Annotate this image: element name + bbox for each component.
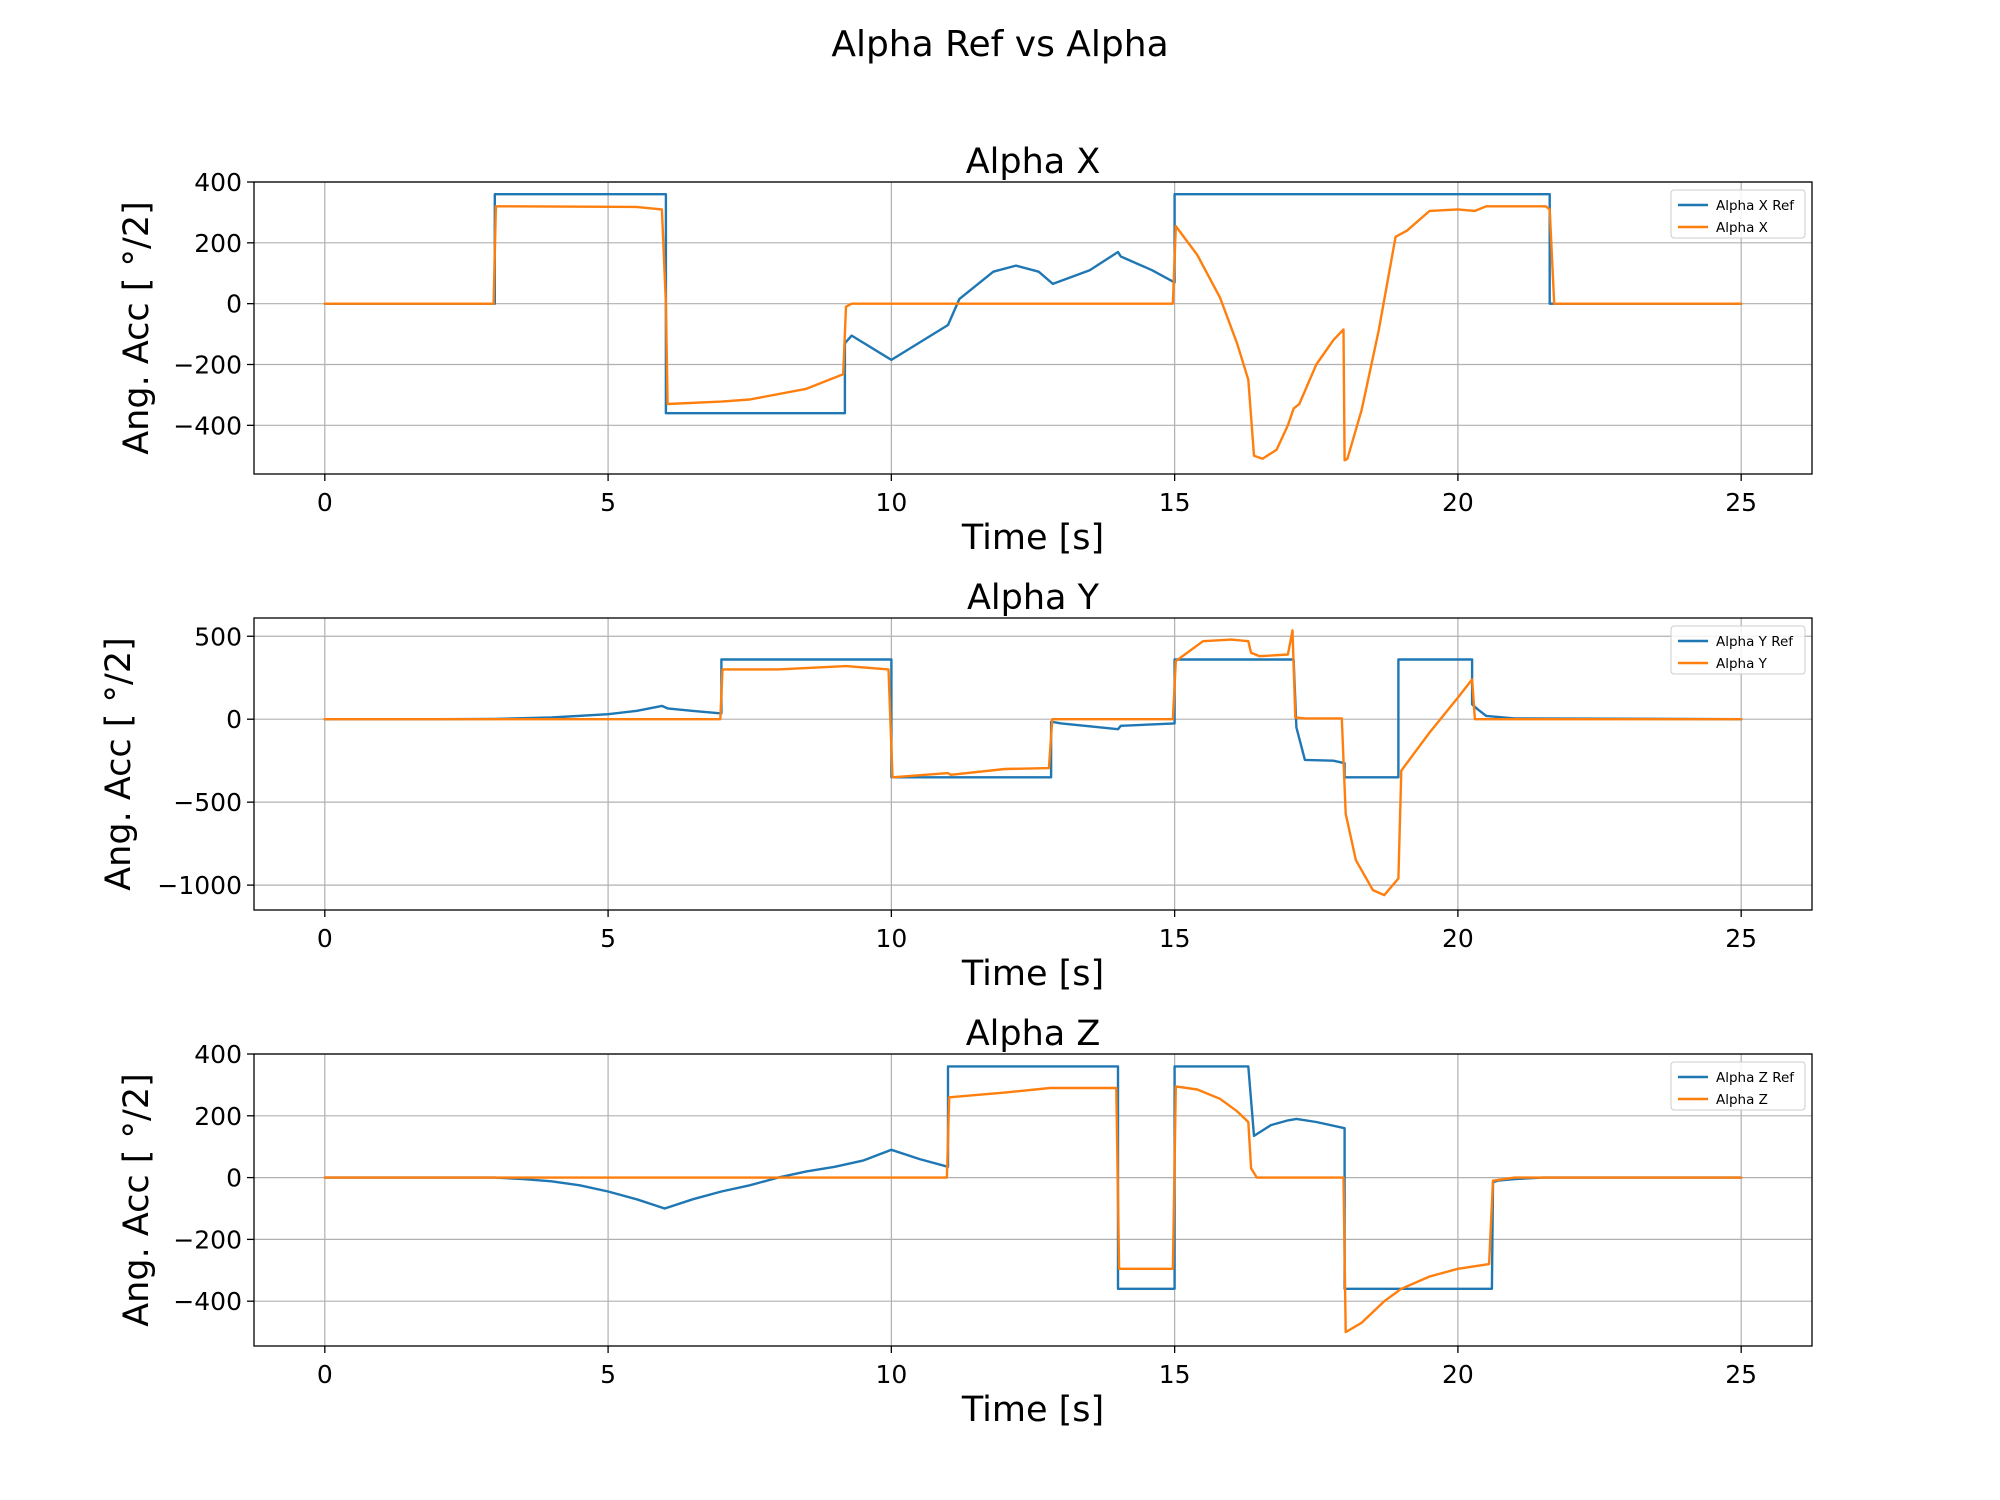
- legend-label: Alpha Y Ref: [1716, 634, 1794, 650]
- y-tick-label: −1000: [157, 871, 242, 900]
- legend-label: Alpha Z Ref: [1716, 1070, 1795, 1086]
- subplot-title: Alpha Z: [966, 1014, 1101, 1054]
- y-tick-label: −200: [173, 351, 242, 380]
- x-tick-label: 10: [875, 488, 907, 517]
- y-tick-label: 400: [194, 168, 242, 197]
- subplot-3: 0 5 10 15 20 25 −400 −200 0 200 400 Alpha Z Time [s]…: [117, 1014, 1813, 1430]
- subplot-2: 0 5 10 15 20 25 −1000 −500 0 500 Alpha Y Time [s] An…: [99, 578, 1813, 994]
- x-tick-label: 20: [1442, 924, 1474, 953]
- legend: Alpha Z Ref Alpha Z: [1670, 1061, 1806, 1111]
- x-tick-label: 5: [600, 1360, 616, 1389]
- series-group: [323, 629, 1743, 897]
- x-tick-label: 5: [600, 488, 616, 517]
- figure-title: Alpha Ref vs Alpha: [831, 24, 1168, 65]
- series-line-alpha-y: [323, 629, 1743, 897]
- x-axis-label: Time [s]: [961, 954, 1104, 994]
- x-tick-label: 25: [1725, 1360, 1757, 1389]
- y-tick-label: 500: [194, 622, 242, 651]
- y-axis-label: Ang. Acc [ °/2]: [99, 637, 139, 891]
- subplot-title: Alpha Y: [967, 578, 1100, 618]
- subplot-title: Alpha X: [966, 142, 1101, 182]
- legend: Alpha X Ref Alpha X: [1670, 189, 1806, 239]
- x-tick-label: 0: [317, 924, 333, 953]
- y-tick-label: 200: [194, 229, 242, 258]
- x-tick-label: 15: [1159, 924, 1191, 953]
- x-tick-label: 25: [1725, 924, 1757, 953]
- y-axis-label: Ang. Acc [ °/2]: [117, 201, 157, 455]
- axes-frame: [253, 1053, 1813, 1347]
- axes-frame: [253, 181, 1813, 475]
- x-tick-label: 20: [1442, 1360, 1474, 1389]
- y-tick-label: −400: [173, 1287, 242, 1316]
- legend-label: Alpha X: [1716, 220, 1768, 236]
- y-tick-label: 0: [226, 290, 242, 319]
- y-tick-label: −500: [173, 788, 242, 817]
- x-tick-label: 15: [1159, 1360, 1191, 1389]
- x-tick-label: 10: [875, 1360, 907, 1389]
- y-tick-label: 200: [194, 1102, 242, 1131]
- series-group: [323, 1065, 1743, 1334]
- series-line-alpha-z: [323, 1085, 1743, 1334]
- x-tick-label: 20: [1442, 488, 1474, 517]
- y-axis-label: Ang. Acc [ °/2]: [117, 1073, 157, 1327]
- series-group: [323, 192, 1743, 462]
- y-tick-label: 400: [194, 1040, 242, 1069]
- x-axis-label: Time [s]: [961, 1390, 1104, 1430]
- x-tick-label: 25: [1725, 488, 1757, 517]
- y-tick-label: 0: [226, 705, 242, 734]
- x-tick-label: 5: [600, 924, 616, 953]
- legend-label: Alpha Z: [1716, 1092, 1768, 1108]
- x-tick-label: 15: [1159, 488, 1191, 517]
- series-line-alpha-y-ref: [323, 658, 1743, 779]
- axes-frame: [253, 617, 1813, 911]
- series-line-alpha-x: [323, 205, 1743, 462]
- x-tick-label: 0: [317, 1360, 333, 1389]
- legend-label: Alpha X Ref: [1716, 198, 1795, 214]
- legend: Alpha Y Ref Alpha Y: [1670, 625, 1806, 675]
- y-tick-label: 0: [226, 1164, 242, 1193]
- x-axis-label: Time [s]: [961, 518, 1104, 558]
- plot-area: [254, 182, 1812, 474]
- plot-area: [254, 618, 1812, 910]
- legend-label: Alpha Y: [1716, 656, 1768, 672]
- x-tick-label: 10: [875, 924, 907, 953]
- plot-area: [254, 1054, 1812, 1346]
- subplot-1: 0 5 10 15 20 25 −400 −200 0 200 400 Alpha X Time [s]…: [117, 142, 1813, 558]
- y-tick-label: −400: [173, 411, 242, 440]
- x-tick-label: 0: [317, 488, 333, 517]
- y-tick-label: −200: [173, 1225, 242, 1254]
